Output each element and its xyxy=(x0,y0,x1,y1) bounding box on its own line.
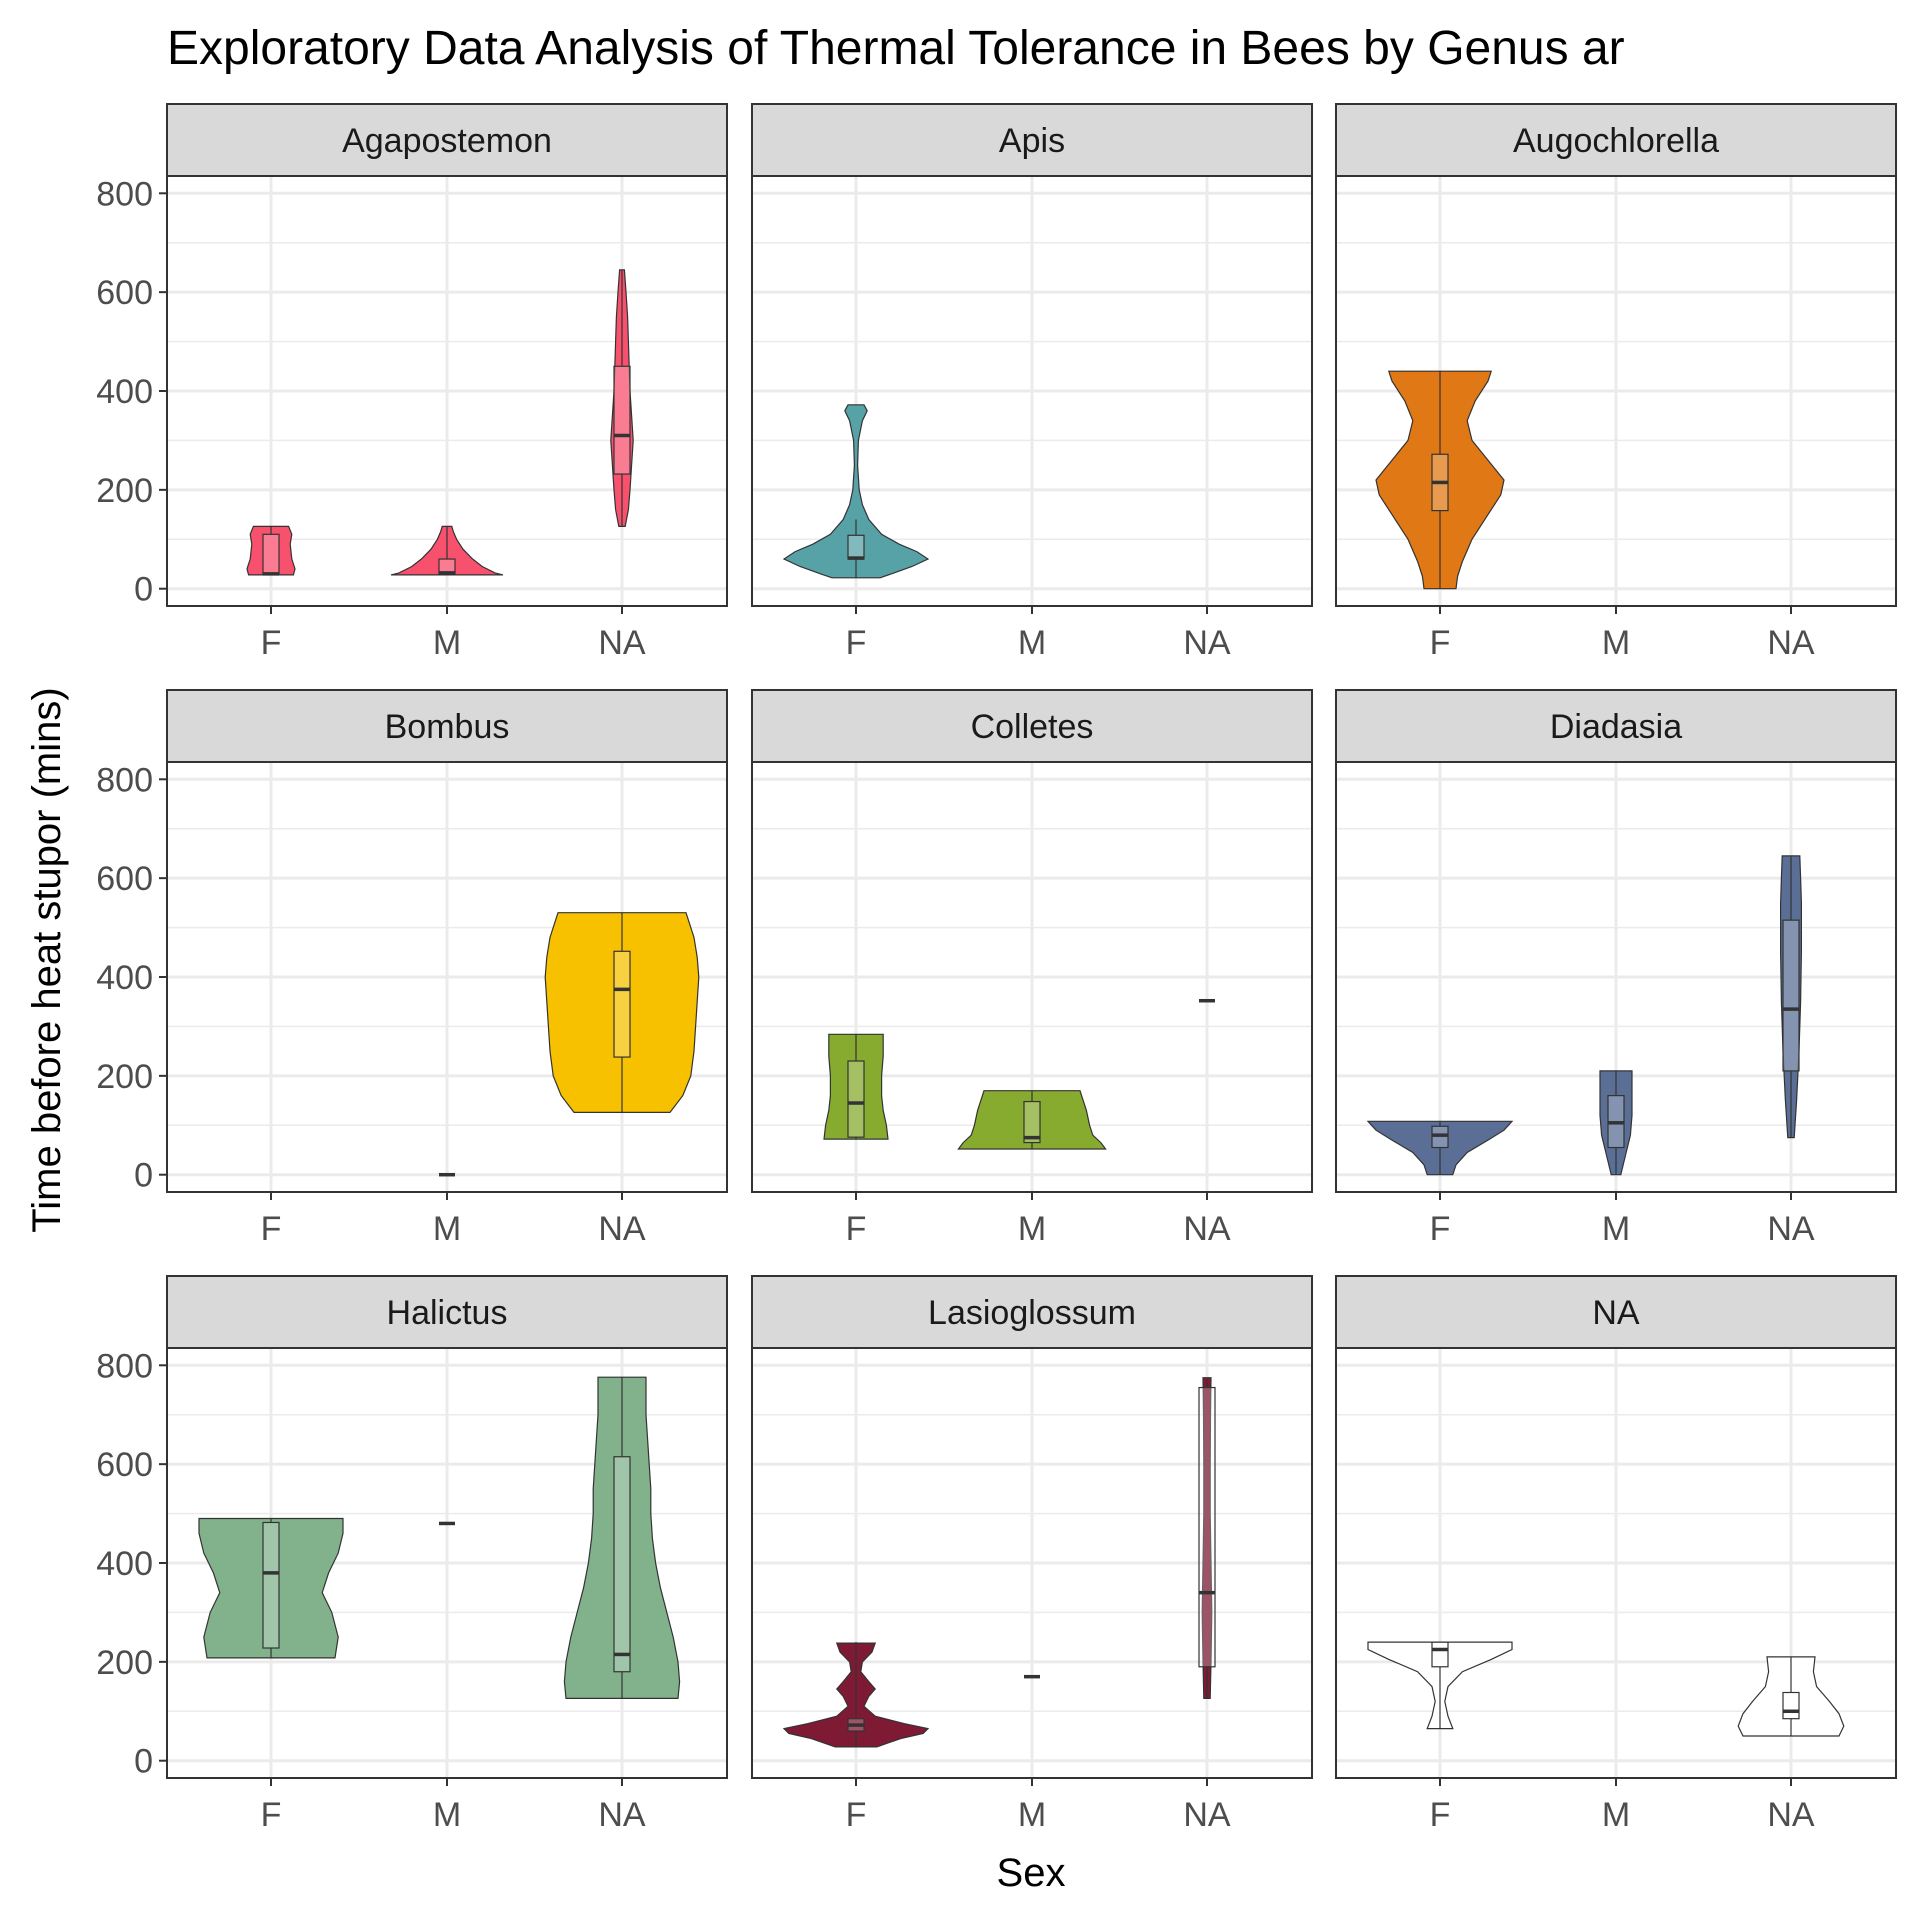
y-tick-label: 0 xyxy=(134,1743,153,1781)
x-tick-label: M xyxy=(1602,1210,1630,1248)
facet-strip xyxy=(1335,103,1897,177)
box-iqr xyxy=(262,533,280,576)
facet-panel: Bombus F M NA 0 200 400 600 800 xyxy=(96,689,728,1248)
facet-strip xyxy=(1335,1275,1897,1349)
x-tick-label: NA xyxy=(598,624,646,662)
x-tick-label: F xyxy=(846,1210,867,1248)
y-tick-label: 800 xyxy=(96,175,153,213)
box-iqr xyxy=(262,1521,280,1649)
x-tick-label: NA xyxy=(1183,624,1231,662)
y-tick-label: 800 xyxy=(96,1347,153,1385)
x-tick-label: M xyxy=(1018,624,1046,662)
box-iqr xyxy=(1782,1691,1800,1720)
facet-strip-label: Agapostemon xyxy=(342,122,552,160)
facet-panel: NA F M NA xyxy=(1335,1275,1897,1834)
x-tick-label: NA xyxy=(1767,624,1815,662)
violin-F xyxy=(823,1033,889,1140)
x-tick-label: NA xyxy=(1183,1210,1231,1248)
violin-NA xyxy=(610,269,634,527)
x-tick-label: M xyxy=(1602,624,1630,662)
box-iqr xyxy=(1431,1641,1449,1668)
facet-strip-label: NA xyxy=(1592,1294,1640,1332)
violin-F xyxy=(1375,370,1505,590)
facet-strip xyxy=(166,103,728,177)
box-iqr xyxy=(847,1060,865,1138)
facet-panel: Lasioglossum F M NA xyxy=(751,1275,1313,1834)
x-tick-label: M xyxy=(1018,1210,1046,1248)
x-tick-label: NA xyxy=(598,1796,646,1834)
x-tick-label: F xyxy=(261,1796,282,1834)
facet-strip xyxy=(751,1275,1313,1349)
y-tick-label: 400 xyxy=(96,1545,153,1583)
facet-strip-label: Colletes xyxy=(971,708,1094,746)
x-tick-label: NA xyxy=(1767,1210,1815,1248)
y-tick-label: 600 xyxy=(96,274,153,312)
x-tick-label: NA xyxy=(1183,1796,1231,1834)
facet-panel: Diadasia F M NA xyxy=(1335,689,1897,1248)
x-tick-label: M xyxy=(433,1210,461,1248)
facet-panel: Agapostemon F M NA 0 200 400 600 800 xyxy=(96,103,728,662)
x-tick-label: F xyxy=(1430,1796,1451,1834)
y-axis-label: Time before heat stupor (mins) xyxy=(25,687,69,1232)
y-tick-label: 200 xyxy=(96,1644,153,1682)
facet-strip-label: Apis xyxy=(999,122,1065,160)
x-tick-label: F xyxy=(1430,1210,1451,1248)
y-tick-label: 600 xyxy=(96,1446,153,1484)
facet-strip-label: Diadasia xyxy=(1550,708,1682,746)
x-tick-label: M xyxy=(433,624,461,662)
x-tick-label: NA xyxy=(598,1210,646,1248)
x-tick-label: F xyxy=(846,1796,867,1834)
x-tick-label: M xyxy=(433,1796,461,1834)
facet-strip-label: Halictus xyxy=(387,1294,508,1332)
x-tick-label: F xyxy=(261,1210,282,1248)
x-tick-label: F xyxy=(261,624,282,662)
x-tick-label: M xyxy=(1018,1796,1046,1834)
facet-strip xyxy=(166,689,728,763)
chart-title: Exploratory Data Analysis of Thermal Tol… xyxy=(167,22,1625,75)
x-tick-label: M xyxy=(1602,1796,1630,1834)
violin-NA xyxy=(563,1376,681,1699)
violin-NA xyxy=(544,912,700,1113)
y-tick-label: 0 xyxy=(134,1157,153,1195)
x-axis-label: Sex xyxy=(997,1851,1066,1895)
facet-panel: Augochlorella F M NA xyxy=(1335,103,1897,662)
facet-strip xyxy=(751,103,1313,177)
y-tick-label: 0 xyxy=(134,571,153,609)
facet-strip-label: Augochlorella xyxy=(1513,122,1719,160)
y-tick-label: 400 xyxy=(96,959,153,997)
y-tick-label: 600 xyxy=(96,860,153,898)
violin-M xyxy=(957,1090,1107,1150)
facet-panel: Apis F M NA xyxy=(751,103,1313,662)
facet-strip-label: Bombus xyxy=(385,708,510,746)
violin-NA xyxy=(1737,1656,1845,1737)
box-iqr xyxy=(613,950,631,1058)
box-iqr xyxy=(438,558,456,576)
facet-strip-label: Lasioglossum xyxy=(928,1294,1136,1332)
box-iqr xyxy=(847,534,865,560)
box-iqr xyxy=(1198,1386,1216,1668)
facet-strip xyxy=(166,1275,728,1349)
violin-NA xyxy=(1780,855,1802,1139)
violin-F xyxy=(246,525,296,576)
y-tick-label: 200 xyxy=(96,1058,153,1096)
facet-panel: Colletes F M NA xyxy=(751,689,1313,1248)
facet-panel: Halictus F M NA 0 200 400 600 800 xyxy=(96,1275,728,1834)
box-iqr xyxy=(613,365,631,475)
x-tick-label: F xyxy=(1430,624,1451,662)
box-iqr xyxy=(1782,919,1800,1072)
y-tick-label: 200 xyxy=(96,472,153,510)
violin-F xyxy=(782,404,930,579)
y-tick-label: 800 xyxy=(96,761,153,799)
x-tick-label: F xyxy=(846,624,867,662)
y-tick-label: 400 xyxy=(96,373,153,411)
box-iqr xyxy=(1023,1100,1041,1144)
violin-NA xyxy=(1201,1377,1213,1699)
box-iqr xyxy=(613,1456,631,1673)
x-tick-label: NA xyxy=(1767,1796,1815,1834)
violin-F xyxy=(198,1517,344,1659)
